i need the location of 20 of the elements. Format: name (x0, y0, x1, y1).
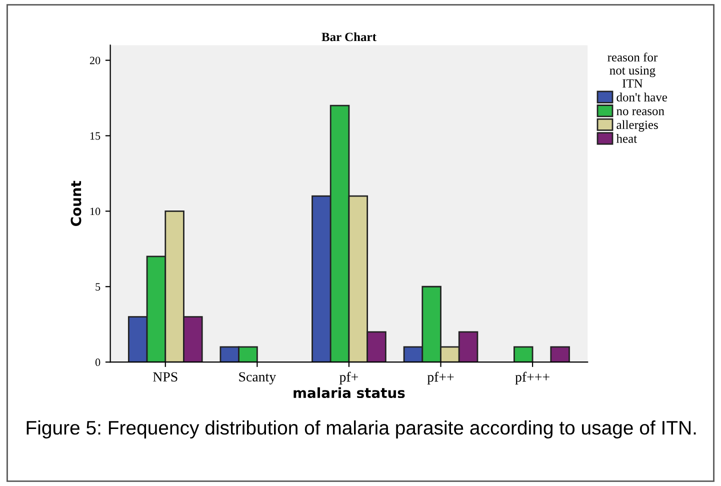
x-tick-label: Scanty (239, 372, 276, 384)
legend-label: don't have (616, 92, 668, 102)
bar (550, 346, 570, 362)
y-axis-title: Count (70, 180, 82, 226)
y-tick-label: 15 (90, 132, 100, 140)
caption: Figure 5: Frequency distribution of malaria parasite according to usage of ITN. (26, 420, 696, 439)
legend-label: no reason (616, 109, 664, 116)
x-tick-label: NPS (153, 372, 178, 382)
legend-label: allergies (616, 120, 658, 132)
bar (513, 346, 534, 362)
y-tick-label: 20 (90, 56, 100, 64)
x-axis-title: malaria status (294, 387, 405, 398)
chart-title: Bar Chart (322, 32, 376, 42)
y-tick-label: 5 (96, 283, 100, 291)
x-tick-label: pf++ (427, 372, 454, 385)
x-tick-label: pf+++ (515, 372, 550, 385)
y-tick-label: 0 (95, 358, 100, 366)
legend-label: heat (616, 134, 637, 143)
x-tick-label: pf+ (339, 372, 358, 385)
y-tick-label: 10 (90, 208, 100, 216)
